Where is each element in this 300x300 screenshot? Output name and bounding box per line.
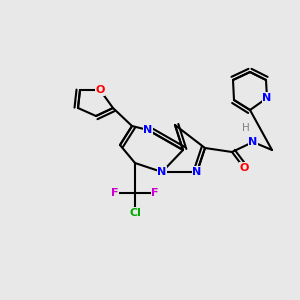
Text: N: N — [192, 167, 202, 177]
Text: F: F — [111, 188, 119, 198]
Text: H: H — [242, 123, 250, 133]
Text: F: F — [151, 188, 159, 198]
Text: O: O — [95, 85, 105, 95]
Text: Cl: Cl — [129, 208, 141, 218]
Text: N: N — [143, 125, 153, 135]
Text: O: O — [239, 163, 249, 173]
Text: N: N — [262, 93, 272, 103]
Text: N: N — [248, 137, 258, 147]
Text: N: N — [158, 167, 166, 177]
